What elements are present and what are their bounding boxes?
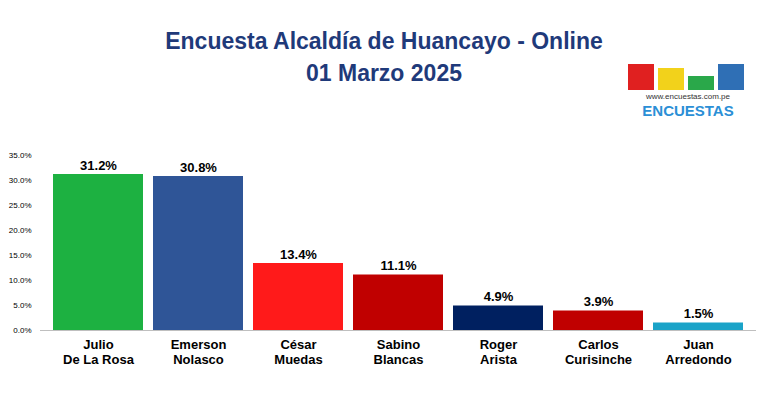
svg-text:35.0%: 35.0% [9,151,32,160]
svg-text:13.4%: 13.4% [280,247,317,262]
svg-text:0.0%: 0.0% [13,326,31,335]
svg-text:SabinoBlancas: SabinoBlancas [374,337,424,367]
svg-text:30.0%: 30.0% [9,176,32,185]
svg-text:1.5%: 1.5% [684,306,714,321]
svg-text:JuanArredondo: JuanArredondo [665,337,732,367]
svg-text:11.1%: 11.1% [380,258,417,273]
svg-text:JulioDe La Rosa: JulioDe La Rosa [63,337,135,367]
svg-text:CésarMuedas: CésarMuedas [274,337,322,367]
svg-text:31.2%: 31.2% [80,158,117,173]
svg-text:10.0%: 10.0% [9,276,32,285]
svg-text:CarlosCurisinche: CarlosCurisinche [565,337,632,367]
svg-text:15.0%: 15.0% [9,251,32,260]
svg-text:4.9%: 4.9% [484,289,514,304]
html-text:01 Marzo 2025: 01 Marzo 2025 [306,60,462,86]
svg-text:20.0%: 20.0% [9,226,32,235]
svg-text:EmersonNolasco: EmersonNolasco [171,337,227,367]
html-text:Encuesta Alcaldía de Huancayo: Encuesta Alcaldía de Huancayo - Online [165,28,603,54]
html-text:ENCUESTAS: ENCUESTAS [642,102,734,119]
svg-text:25.0%: 25.0% [9,201,32,210]
svg-text:5.0%: 5.0% [13,301,31,310]
html-text:www.encuestas.com.pe: www.encuestas.com.pe [646,92,730,101]
svg-text:30.8%: 30.8% [180,160,217,175]
svg-text:RogerArista: RogerArista [480,337,518,367]
svg-text:3.9%: 3.9% [584,294,614,309]
